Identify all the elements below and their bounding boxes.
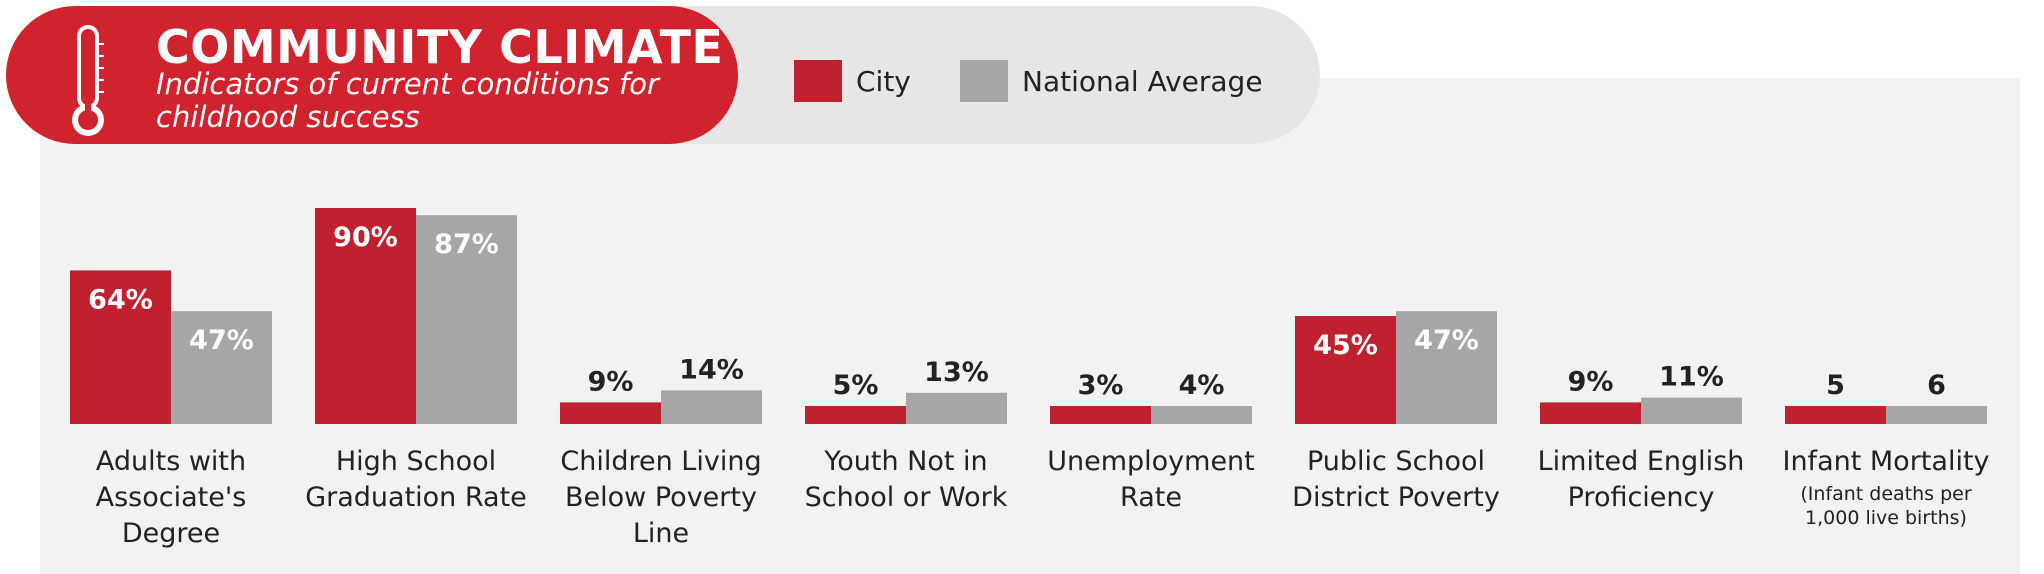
chart-subtitle: Indicators of current conditions for chi… <box>156 67 659 134</box>
bar-city-limited-english-proficiency <box>1540 402 1641 424</box>
category-note: (Infant deaths per 1,000 live births) <box>1800 483 1972 529</box>
category-label-high-school-graduation-rate: High School Graduation Rate <box>301 444 531 516</box>
category-label-infant-mortality: Infant Mortality (Infant deaths per 1,000… <box>1771 444 2001 530</box>
category-label-children-living-below-poverty-line: Children Living Below Poverty Line <box>546 444 776 552</box>
bar-city-children-living-below-poverty-line <box>560 402 661 424</box>
data-label-national-average-public-school-district-poverty: 47% <box>1414 325 1479 356</box>
legend-swatch-city <box>794 60 842 102</box>
legend-label-city: City <box>856 64 911 98</box>
data-label-national-average-limited-english-proficiency: 11% <box>1659 362 1724 393</box>
legend-item-city: City <box>794 60 911 102</box>
bar-city-public-school-district-poverty <box>1295 316 1396 424</box>
chart-title: COMMUNITY CLIMATE <box>156 20 724 74</box>
bar-city-infant-mortality <box>1785 406 1886 424</box>
data-label-city-youth-not-in-school-or-work: 5% <box>833 370 879 401</box>
bar-national-average-youth-not-in-school-or-work <box>906 392 1007 424</box>
bar-national-average-limited-english-proficiency <box>1641 397 1742 424</box>
title-banner: COMMUNITY CLIMATE Indicators of current … <box>6 6 738 144</box>
legend-label-national-average: National Average <box>1022 64 1263 98</box>
data-label-city-adults-with-associate-s-degree: 64% <box>88 284 153 315</box>
bar-national-average-unemployment-rate <box>1151 406 1252 424</box>
bar-national-average-children-living-below-poverty-line <box>661 390 762 424</box>
category-label-text: Youth Not in School or Work <box>804 446 1008 513</box>
category-label-adults-with-associate-s-degree: Adults with Associate's Degree <box>56 444 286 552</box>
data-label-city-public-school-district-poverty: 45% <box>1313 330 1378 361</box>
data-label-national-average-children-living-below-poverty-line: 14% <box>679 354 744 385</box>
category-label-text: Public School District Poverty <box>1292 446 1500 513</box>
data-label-city-children-living-below-poverty-line: 9% <box>588 366 634 397</box>
data-label-city-infant-mortality: 5 <box>1826 370 1845 401</box>
category-label-text: Limited English Proficiency <box>1537 446 1745 513</box>
category-label-unemployment-rate: Unemployment Rate <box>1036 444 1266 516</box>
bar-national-average-public-school-district-poverty <box>1396 311 1497 424</box>
category-label-youth-not-in-school-or-work: Youth Not in School or Work <box>791 444 1021 516</box>
bar-city-high-school-graduation-rate <box>315 208 416 424</box>
data-label-city-high-school-graduation-rate: 90% <box>333 222 398 253</box>
bar-national-average-high-school-graduation-rate <box>416 215 517 424</box>
bar-national-average-infant-mortality <box>1886 406 1987 424</box>
bar-city-unemployment-rate <box>1050 406 1151 424</box>
category-label-text: Infant Mortality <box>1782 446 1990 477</box>
thermometer-icon <box>72 25 104 136</box>
data-label-national-average-unemployment-rate: 4% <box>1179 370 1225 401</box>
data-label-national-average-youth-not-in-school-or-work: 13% <box>924 357 989 388</box>
legend-item-national-average: National Average <box>960 60 1263 102</box>
data-label-national-average-high-school-graduation-rate: 87% <box>434 229 499 260</box>
bar-national-average-adults-with-associate-s-degree <box>171 311 272 424</box>
category-label-text: Adults with Associate's Degree <box>95 446 247 549</box>
data-label-city-unemployment-rate: 3% <box>1078 370 1124 401</box>
bar-city-youth-not-in-school-or-work <box>805 406 906 424</box>
bar-city-adults-with-associate-s-degree <box>70 270 171 424</box>
category-label-text: Unemployment Rate <box>1047 446 1255 513</box>
data-label-city-limited-english-proficiency: 9% <box>1568 366 1614 397</box>
category-label-text: Children Living Below Poverty Line <box>560 446 762 549</box>
category-label-text: High School Graduation Rate <box>305 446 527 513</box>
legend-swatch-national-average <box>960 60 1008 102</box>
category-label-limited-english-proficiency: Limited English Proficiency <box>1526 444 1756 516</box>
data-label-national-average-infant-mortality: 6 <box>1927 370 1946 401</box>
data-label-national-average-adults-with-associate-s-degree: 47% <box>189 325 254 356</box>
category-label-public-school-district-poverty: Public School District Poverty <box>1281 444 1511 516</box>
